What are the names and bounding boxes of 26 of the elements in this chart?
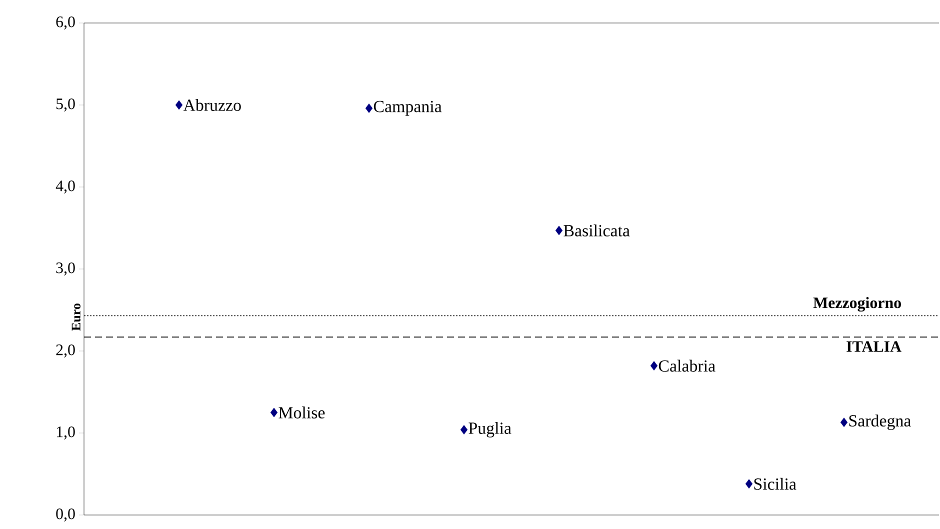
ref-line-label: ITALIA — [846, 341, 902, 352]
series-label: Molise — [278, 406, 325, 418]
series-label: Puglia — [468, 422, 512, 438]
point — [745, 479, 753, 489]
y-axis-title: Euro — [72, 304, 80, 331]
point — [555, 226, 563, 236]
y-tick-label: 6,0 — [56, 16, 75, 30]
point — [840, 418, 848, 428]
y-tick-label: 2,0 — [56, 344, 75, 358]
y-tick-label: 5,0 — [56, 98, 75, 112]
point — [270, 408, 278, 418]
series-label: Campania — [374, 100, 442, 116]
point — [365, 104, 373, 113]
series-label: Basilicata — [564, 224, 630, 236]
y-tick-label: 0,0 — [56, 508, 75, 522]
y-tick-label: 3,0 — [56, 262, 75, 276]
point — [175, 100, 183, 110]
point — [650, 361, 658, 370]
y-tick-label: 1,0 — [56, 426, 75, 440]
y-tick-label: 4,0 — [56, 180, 75, 194]
series-label: Sicilia — [754, 478, 796, 490]
point — [460, 425, 468, 434]
series-label: Sardegna — [849, 414, 911, 430]
series-label: Abruzzo — [183, 99, 241, 111]
series-label: Calabria — [658, 360, 716, 372]
ref-line-label: Mezzogiorno — [813, 296, 901, 312]
